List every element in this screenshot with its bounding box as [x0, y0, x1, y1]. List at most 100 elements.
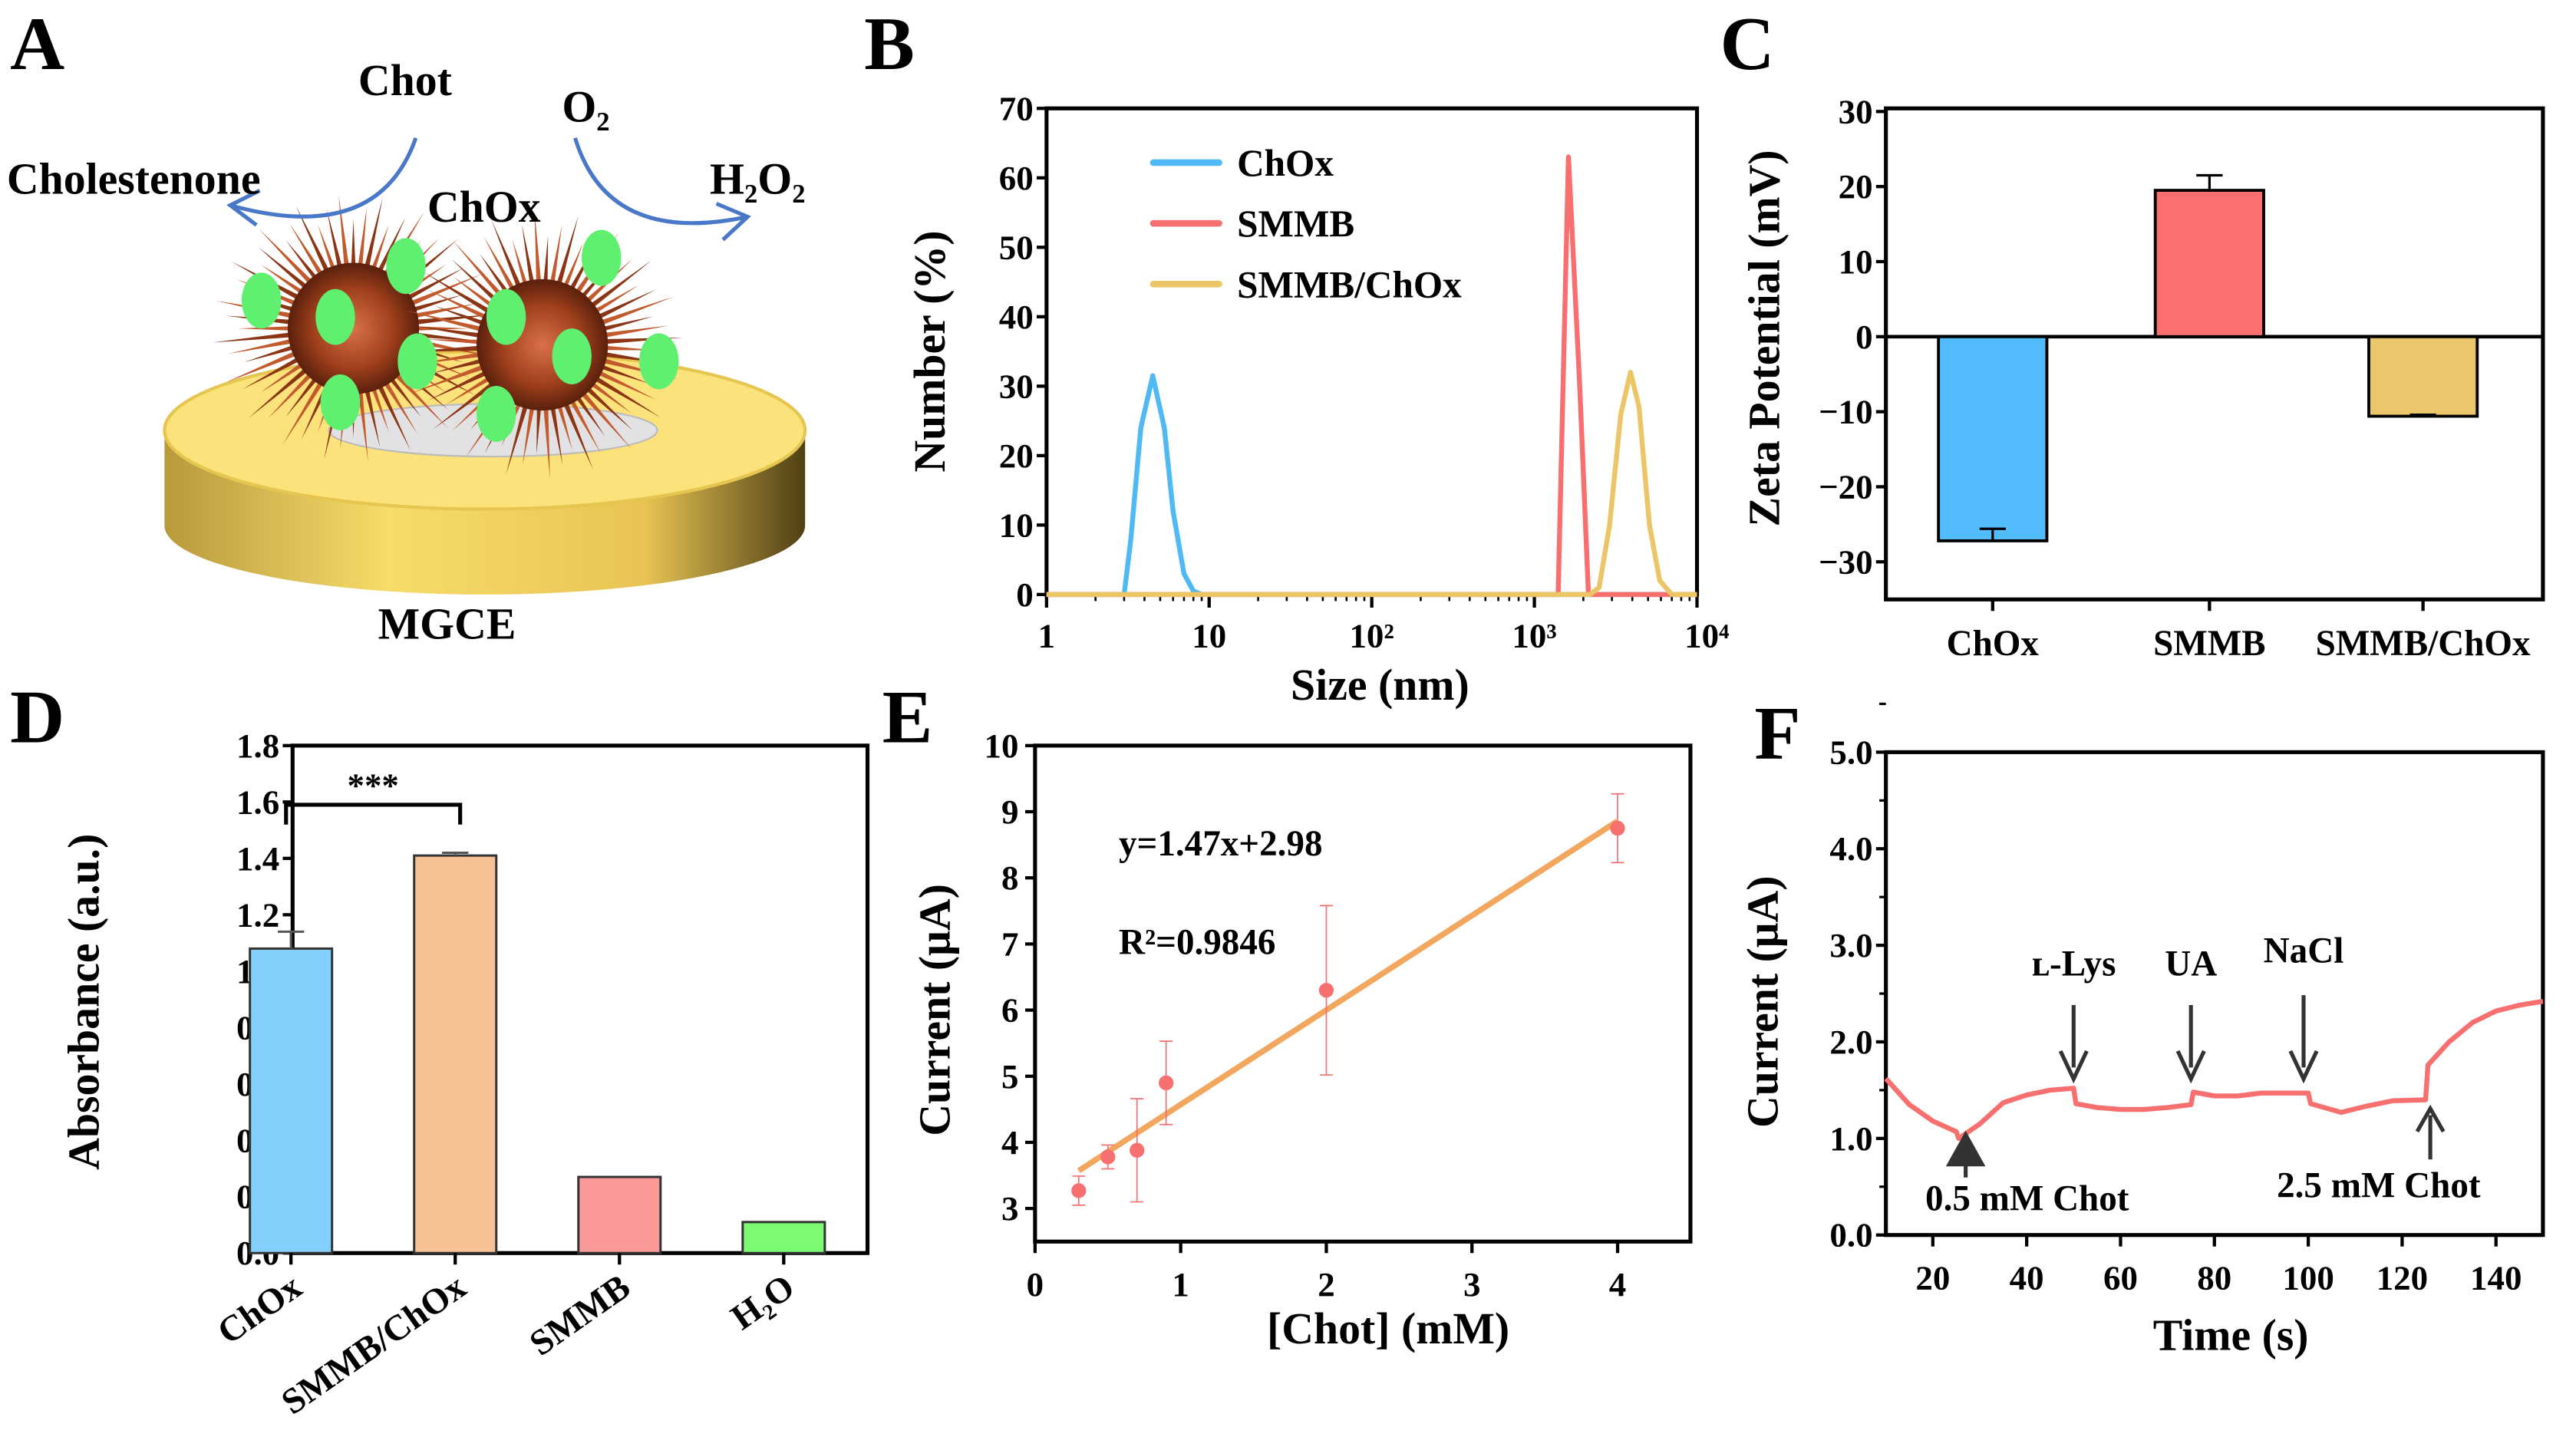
chart-b-xlabel: Size (nm) [1291, 661, 1469, 710]
x-tick-label: 1 [1038, 616, 1055, 654]
data-point [1159, 1075, 1174, 1091]
y-tick-label: 0.0 [1829, 1216, 1872, 1254]
bar-2 [577, 1175, 662, 1254]
x-tick-label: 1 [1172, 1265, 1189, 1304]
category-label: SMMB/ChOx [2316, 624, 2531, 664]
y-tick-label: 0 [1016, 575, 1033, 614]
y-tick-label: 50 [999, 228, 1034, 266]
data-point [1100, 1149, 1116, 1165]
x-tick-label: 100 [2282, 1258, 2334, 1297]
current-trace [1884, 998, 2544, 1142]
panel-label-f: F [1754, 692, 1800, 776]
data-point [1610, 820, 1625, 836]
data-point [1071, 1183, 1087, 1198]
chart-e-ylabel: Current (μA) [911, 884, 960, 1136]
y-tick-label: 5 [1001, 1057, 1018, 1096]
chart-f-ylabel: Current (μA) [1738, 875, 1787, 1128]
y-tick-label: 7 [1001, 924, 1018, 963]
y-tick-label: 4.0 [1829, 829, 1872, 868]
y-tick-label: 3.0 [1829, 926, 1872, 964]
enzyme-dot [315, 288, 355, 345]
peroxide-label: H₂O₂ [710, 155, 806, 204]
reaction-arrow-right [573, 137, 748, 226]
arrowhead-icon [2415, 1104, 2446, 1133]
chart-b-ylabel: Number (%) [905, 231, 955, 473]
y-tick-label: −10 [1819, 393, 1873, 431]
category-label: H₂O [724, 1267, 801, 1338]
category-label: SMMB/ChOx [275, 1267, 473, 1422]
chox-enzyme-dots [241, 229, 679, 442]
oxygen-label: O₂ [562, 82, 609, 131]
x-tick-label: 10² [1349, 616, 1394, 654]
chart-c-axes-frame [1884, 106, 2545, 601]
reaction-arrow-left [229, 137, 418, 219]
chart-e-equation: y=1.47x+2.98 [1119, 824, 1323, 864]
y-tick-label: 20 [999, 437, 1034, 475]
enzyme-dot [241, 272, 282, 329]
event-label: 0.5 mM Chot [1925, 1179, 2129, 1219]
event-label: ʟ-Lys [2031, 944, 2116, 984]
x-tick-label: 10 [1192, 616, 1226, 654]
panel-label-b: B [864, 2, 915, 86]
category-label: SMMB [2153, 624, 2265, 664]
data-point [1130, 1142, 1145, 1158]
x-tick-label: 80 [2197, 1258, 2231, 1297]
event-label: UA [2165, 944, 2217, 984]
x-tick-label: 10³ [1512, 616, 1556, 654]
y-tick-label: 30 [1839, 92, 1873, 130]
y-tick-label: 10 [999, 506, 1034, 544]
chart-c-ylabel: Zeta Potential (mV) [1740, 150, 1789, 526]
arrowhead-icon [2058, 1050, 2089, 1084]
y-tick-label: 1.2 [236, 895, 279, 934]
category-label: ChOx [210, 1267, 309, 1353]
significance-bracket [284, 803, 463, 825]
arrowhead-right [715, 202, 751, 242]
sphere-core [287, 262, 420, 394]
fit-line [1077, 818, 1620, 1174]
panel-label-c: C [1720, 2, 1774, 86]
enzyme-dot [477, 386, 516, 442]
enzyme-label: ChOx [427, 183, 541, 232]
y-tick-label: 1.6 [236, 783, 279, 821]
chart-e-r-squared: R²=0.9846 [1119, 923, 1275, 963]
series-line-chox [1046, 373, 1697, 598]
event-label: 2.5 mM Chot [2277, 1165, 2481, 1205]
x-tick-label: 0 [1027, 1265, 1044, 1304]
legend-label: SMMB [1237, 203, 1354, 245]
enzyme-dot [320, 374, 361, 430]
bar-chox [1937, 335, 2049, 542]
chart-d-ylabel: Absorbance (a.u.) [60, 834, 109, 1170]
chart-e-axes-frame [1033, 743, 1693, 1244]
y-tick-label: 20 [1839, 167, 1873, 206]
significance-label: *** [347, 766, 398, 804]
category-label: SMMB [523, 1267, 638, 1364]
legend-label: ChOx [1237, 142, 1334, 184]
chart-c-zeta-potential: Zeta Potential (mV) 30 20 10 0 −10 −20 −30 ChOx… [1740, 92, 2545, 664]
bar-smmb [2153, 189, 2265, 338]
bar-3 [741, 1221, 826, 1254]
y-tick-label: 3 [1001, 1189, 1018, 1228]
y-tick-label: 6 [1001, 991, 1018, 1030]
x-tick-label: 20 [1915, 1258, 1950, 1297]
bar-smmb-chox [2367, 335, 2479, 418]
x-tick-label: 3 [1463, 1265, 1480, 1304]
bar-1 [413, 854, 498, 1254]
y-tick-label: 30 [999, 367, 1034, 405]
arrowhead-left [226, 189, 261, 227]
x-tick-label: 2 [1318, 1265, 1334, 1304]
chart-f-selectivity: Current (μA) Time (s) 0.0 1.0 2.0 3.0 4.0 5.0… [1738, 702, 2545, 1360]
product-label: Cholestenone [7, 155, 261, 204]
arrowhead-icon [1945, 1130, 1986, 1167]
enzyme-dot [486, 288, 526, 345]
legend-label: SMMB/ChOx [1237, 263, 1462, 305]
series-line-smmb [1046, 154, 1697, 598]
x-tick-label: 40 [2010, 1258, 2044, 1297]
y-tick-label: 8 [1001, 859, 1018, 897]
y-tick-label: 2.0 [1829, 1023, 1872, 1061]
y-tick-label: 1.0 [1829, 1119, 1872, 1158]
substrate-label: Chot [358, 56, 452, 105]
panel-label-a: A [10, 2, 64, 86]
chart-f-xlabel: Time (s) [2153, 1311, 2309, 1360]
chart-e-xlabel: [Chot] (mM) [1267, 1304, 1509, 1353]
